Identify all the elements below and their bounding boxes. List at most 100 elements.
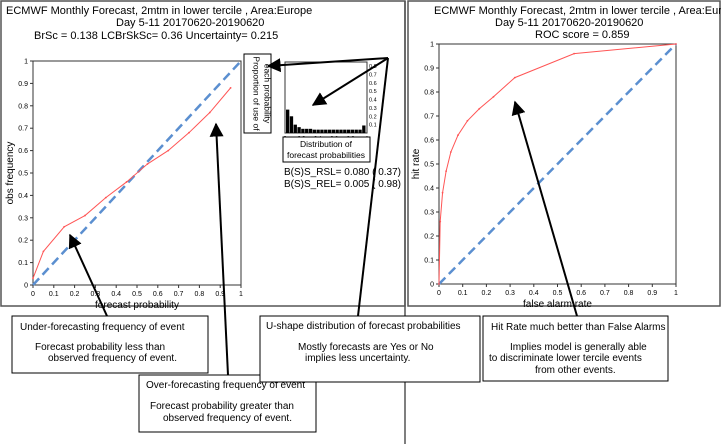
roc-data-point (573, 52, 575, 55)
reliability-data-point (84, 214, 86, 217)
reliability-y-tick-label: 0.8 (18, 103, 28, 110)
inset-caption: Distribution of (300, 139, 353, 149)
inset-bar (320, 129, 324, 133)
reliability-y-tick-label: 0.4 (18, 193, 28, 200)
reliability-x-tick-label: 0.1 (49, 291, 59, 298)
roc-y-tick-label: 1 (430, 42, 434, 49)
inset-y-axis-label: each probability (263, 64, 273, 124)
reliability-y-tick-label: 0.7 (18, 126, 28, 133)
inset-bar (339, 129, 343, 133)
reliability-data-point (63, 225, 66, 228)
reliability-x-axis-label: forecast probability (95, 300, 179, 311)
roc-title-line-2: Day 5-11 20170620-20190620 (495, 17, 643, 29)
inset-bar (327, 129, 332, 133)
roc-data-point (441, 191, 444, 194)
roc-data-point (492, 95, 495, 98)
reliability-data-point (125, 181, 128, 183)
reliability-data-point (229, 86, 232, 89)
arrow-under-forecasting (68, 233, 108, 317)
callout-title: Under-forecasting frequency of event (20, 322, 185, 333)
roc-y-tick-label: 0.2 (424, 234, 434, 241)
inset-bar (297, 127, 301, 133)
roc-y-tick-label: 0.9 (424, 66, 434, 73)
bss-rsl-annotation: B(S)S_RSL= 0.080 ( 0.37) (284, 167, 401, 178)
inset-y-tick-label: 0.3 (369, 106, 377, 112)
roc-x-tick-label: 0.5 (553, 290, 563, 297)
arrow-over-forecasting (209, 122, 229, 376)
callout-line: Mostly forecasts are Yes or No (298, 342, 434, 353)
inset-bar (350, 129, 355, 133)
reliability-x-tick-label: 0 (31, 291, 35, 298)
callout-line: observed frequency of event. (48, 353, 177, 364)
arrow-u-shape-to-ylabel (266, 57, 389, 73)
reliability-x-tick-label: 0.5 (132, 291, 142, 298)
reliability-x-tick-label: 0.7 (174, 291, 184, 298)
reliability-forecast-curve (32, 87, 231, 279)
inset-bar (346, 129, 351, 133)
reliability-data-point (208, 111, 211, 114)
roc-data-point (478, 107, 481, 110)
roc-diagram: 0 0.1 0.2 0.3 0.4 0.5 0.6 0.7 0.8 0.9 1 0 0.1 0.2 0.3 0… (411, 42, 678, 311)
roc-data-point (457, 134, 459, 137)
callout-line: observed frequency of event. (163, 413, 292, 424)
reliability-data-point (104, 196, 107, 199)
reliability-title-line-3: BrSc = 0.138 LCBrSkSc= 0.36 Uncertainty=… (34, 30, 278, 42)
roc-x-tick-label: 0.1 (458, 290, 468, 297)
inset-bar (286, 109, 290, 133)
inset-y-tick-label: 0.4 (369, 98, 377, 104)
roc-y-axis-label: hit rate (411, 148, 422, 179)
inset-y-tick-label: 0.5 (369, 89, 377, 95)
reliability-y-axis-label: obs frequency (5, 142, 16, 205)
inset-bar (289, 116, 294, 133)
roc-y-tick-label: 0.3 (424, 210, 434, 217)
reliability-no-skill-diagonal (32, 60, 242, 286)
reliability-x-tick-label: 0.2 (70, 291, 80, 298)
callout-hit-rate: Hit Rate much better than False Alarms I… (482, 315, 669, 382)
roc-data-point (449, 151, 452, 153)
roc-title-line-1: ECMWF Monthly Forecast, 2mtm in lower te… (434, 5, 721, 17)
inset-bar (305, 128, 309, 133)
roc-data-point (513, 76, 516, 79)
inset-bar (316, 129, 320, 133)
arrow-u-shape-to-histogram (311, 57, 389, 106)
inset-bar (358, 129, 362, 133)
callout-title: Hit Rate much better than False Alarms (491, 322, 666, 333)
reliability-x-tick-label: 0.6 (153, 291, 163, 298)
inset-bar (312, 129, 316, 133)
roc-y-tick-label: 0.7 (424, 114, 434, 121)
reliability-x-tick-label: 0.3 (91, 291, 101, 298)
reliability-data-point (188, 131, 190, 134)
reliability-diagram: 0 0.1 0.2 0.3 0.4 0.5 0.6 0.7 0.8 0.9 1 0 0.1 0.2 0.3 0… (5, 59, 243, 312)
reliability-data-point (146, 163, 149, 165)
roc-x-tick-label: 0.6 (576, 290, 586, 297)
inset-bar (331, 129, 336, 133)
inset-bar (308, 128, 313, 133)
reliability-y-tick-label: 0.9 (18, 81, 28, 88)
roc-data-point (675, 43, 677, 45)
arrow-u-shape-line (357, 57, 389, 317)
roc-forecast-curve (438, 43, 677, 285)
inset-y-axis-label: Proportion of use of (252, 56, 262, 131)
roc-x-tick-label: 0.9 (647, 290, 657, 297)
inset-caption: forecast probabilities (287, 150, 365, 160)
roc-y-tick-label: 0 (430, 282, 434, 289)
roc-y-tick-label: 0.1 (424, 258, 434, 265)
roc-data-point (445, 170, 448, 173)
inset-caption-box (282, 136, 371, 163)
reliability-y-tick-label: 0 (24, 283, 28, 290)
callout-title: U-shape distribution of forecast probabi… (266, 321, 461, 332)
roc-y-tick-label: 0.4 (424, 186, 434, 193)
inset-y-tick-label: 0.1 (369, 123, 377, 129)
callout-line: Forecast probability greater than (150, 401, 294, 412)
arrow-hit-rate (511, 100, 578, 317)
reliability-x-tick-label: 0.9 (215, 291, 225, 298)
callout-line: to discriminate lower tercile events (489, 353, 642, 364)
reliability-x-tick-label: 0.8 (195, 291, 205, 298)
reliability-y-tick-label: 0.1 (18, 260, 28, 267)
inset-bar (354, 129, 358, 133)
inset-bar (301, 128, 305, 133)
reliability-x-tick-label: 0.4 (111, 291, 121, 298)
roc-x-tick-label: 0.2 (482, 290, 492, 297)
roc-x-tick-label: 0.4 (529, 290, 539, 297)
